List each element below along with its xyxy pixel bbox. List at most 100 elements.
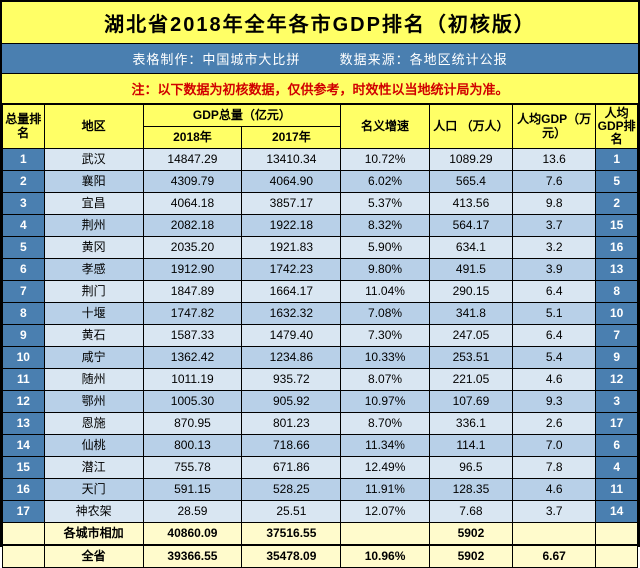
cell [596,523,638,546]
cell: 宜昌 [44,193,143,215]
cell: 4 [596,457,638,479]
cell: 4 [3,215,45,237]
cell: 9.3 [513,391,596,413]
table-row: 各城市相加40860.0937516.555902 [3,523,638,546]
cell: 37516.55 [242,523,341,546]
table-row: 15潜江755.78671.8612.49%96.57.84 [3,457,638,479]
cell: 7 [3,281,45,303]
cell: 2 [596,193,638,215]
cell: 6.4 [513,281,596,303]
cell: 28.59 [143,501,242,523]
cell: 11.91% [341,479,429,501]
cell: 神农架 [44,501,143,523]
table-row: 8十堰1747.821632.327.08%341.85.110 [3,303,638,325]
cell: 10.97% [341,391,429,413]
cell: 咸宁 [44,347,143,369]
cell: 3.2 [513,237,596,259]
hdr-gdp-group: GDP总量（亿元） [143,105,341,127]
cell: 15 [596,215,638,237]
table-row: 4荆州2082.181922.188.32%564.173.715 [3,215,638,237]
cell: 14 [596,501,638,523]
cell: 564.17 [429,215,512,237]
hdr-pop: 人口 （万人） [429,105,512,149]
cell: 4.6 [513,369,596,391]
cell: 5.4 [513,347,596,369]
cell [513,523,596,546]
cell: 5.37% [341,193,429,215]
table-row: 17神农架28.5925.5112.07%7.683.714 [3,501,638,523]
cell: 247.05 [429,325,512,347]
cell: 武汉 [44,149,143,171]
cell: 1234.86 [242,347,341,369]
cell: 413.56 [429,193,512,215]
hdr-growth: 名义增速 [341,105,429,149]
table-row: 6孝感1912.901742.239.80%491.53.913 [3,259,638,281]
cell: 1847.89 [143,281,242,303]
table-row: 13恩施870.95801.238.70%336.12.617 [3,413,638,435]
cell [341,523,429,546]
cell: 5 [596,171,638,193]
cell: 7.6 [513,171,596,193]
cell: 12.07% [341,501,429,523]
cell: 8.32% [341,215,429,237]
cell: 3.7 [513,215,596,237]
table-row: 14仙桃800.13718.6611.34%114.17.06 [3,435,638,457]
cell: 671.86 [242,457,341,479]
hdr-rank: 总量排名 [3,105,45,149]
cell: 290.15 [429,281,512,303]
cell: 11.04% [341,281,429,303]
cell [596,545,638,568]
cell: 1742.23 [242,259,341,281]
table-row: 10咸宁1362.421234.8610.33%253.515.49 [3,347,638,369]
cell: 528.25 [242,479,341,501]
cell: 潜江 [44,457,143,479]
cell: 6 [3,259,45,281]
cell: 1011.19 [143,369,242,391]
cell: 1479.40 [242,325,341,347]
cell: 7.68 [429,501,512,523]
cell: 1664.17 [242,281,341,303]
cell: 孝感 [44,259,143,281]
cell: 1 [596,149,638,171]
cell: 336.1 [429,413,512,435]
cell: 14847.29 [143,149,242,171]
cell: 39366.55 [143,545,242,568]
cell: 4064.90 [242,171,341,193]
cell: 鄂州 [44,391,143,413]
cell: 荆州 [44,215,143,237]
table-info: 表格制作：中国城市大比拼 数据来源：各地区统计公报 [2,44,638,74]
cell: 3.9 [513,259,596,281]
cell: 恩施 [44,413,143,435]
cell: 17 [3,501,45,523]
cell: 5902 [429,523,512,546]
cell: 5 [3,237,45,259]
cell: 4309.79 [143,171,242,193]
cell: 荆门 [44,281,143,303]
cell: 5.1 [513,303,596,325]
data-table: 总量排名 地区 GDP总量（亿元） 名义增速 人口 （万人） 人均GDP（万元）… [2,104,638,568]
cell: 3.7 [513,501,596,523]
cell: 15 [3,457,45,479]
cell: 6.02% [341,171,429,193]
cell: 1632.32 [242,303,341,325]
cell: 221.05 [429,369,512,391]
cell: 13.6 [513,149,596,171]
cell: 1005.30 [143,391,242,413]
cell: 8 [596,281,638,303]
cell: 5902 [429,545,512,568]
cell: 10.33% [341,347,429,369]
cell: 341.8 [429,303,512,325]
cell: 7.0 [513,435,596,457]
cell: 9 [596,347,638,369]
cell: 16 [3,479,45,501]
cell: 6.4 [513,325,596,347]
cell: 1089.29 [429,149,512,171]
cell: 1747.82 [143,303,242,325]
cell: 12 [596,369,638,391]
cell: 10 [596,303,638,325]
cell: 16 [596,237,638,259]
table-header: 总量排名 地区 GDP总量（亿元） 名义增速 人口 （万人） 人均GDP（万元）… [3,105,638,149]
cell [3,523,45,546]
table-row: 3宜昌4064.183857.175.37%413.569.82 [3,193,638,215]
cell: 8.70% [341,413,429,435]
